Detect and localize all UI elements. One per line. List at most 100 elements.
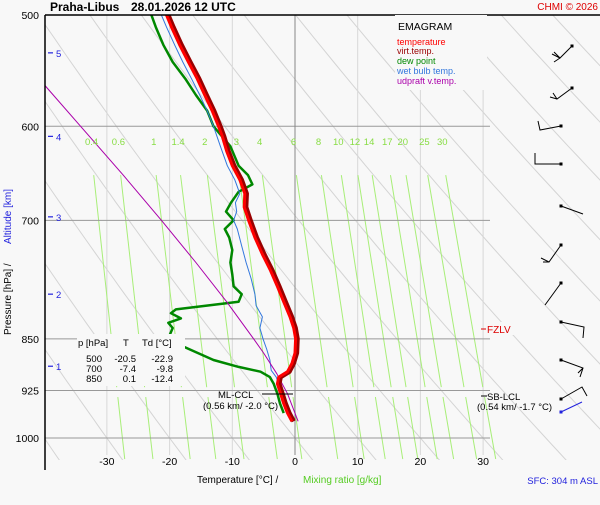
table-header-t: T	[123, 338, 129, 349]
x-axis-title-mixing: Mixing ratio [g/kg]	[303, 475, 382, 486]
mixing-ratio-label: 1	[151, 137, 156, 148]
dry-adiabat	[0, 0, 319, 468]
table-header-td: Td [°C]	[142, 338, 172, 349]
pressure-tick-label: 700	[21, 215, 39, 227]
wind-barb-icon	[552, 46, 572, 62]
wind-barb-icon	[561, 360, 583, 377]
wind-barb-icon	[561, 387, 587, 399]
mixing-ratio-label: 0.4	[85, 137, 98, 148]
pressure-tick-label: 500	[21, 10, 39, 22]
mixing-ratio-line	[375, 397, 385, 459]
surface-height: SFC: 304 m ASL	[527, 476, 598, 487]
mixing-ratio-line	[329, 397, 338, 459]
mixing-ratio-label: 4	[257, 137, 262, 148]
mixing-ratio-line	[446, 175, 483, 387]
temperature-tick-label: 0	[292, 456, 298, 468]
wind-barb-dot	[560, 125, 563, 128]
mixing-ratio-label: 8	[316, 137, 321, 148]
dry-adiabat	[72, 0, 446, 468]
values-table: p [hPa] T Td [°C] 500 -20.5 -22.9 700 -7…	[77, 334, 185, 386]
wind-barb-icon	[545, 283, 561, 305]
ml-ccl-detail: (0.56 km/ -2.0 °C)	[203, 401, 278, 412]
temperature-tick-label: 20	[415, 456, 427, 468]
mixing-ratio-label: 30	[437, 137, 448, 148]
mixing-ratio-label: 14	[364, 137, 375, 148]
mixing-ratio-line	[358, 175, 391, 387]
wind-barb-dot	[571, 45, 574, 48]
table-cell: 0.1	[123, 374, 136, 385]
mixing-ratio-line	[408, 397, 418, 459]
station-title: Praha-Libus	[50, 0, 120, 14]
mixing-ratio-label: 3	[234, 137, 239, 148]
ml-ccl-label: ML-CCL	[218, 390, 253, 401]
y-axis-title: Pressure [hPa] / Altitude [km]	[3, 189, 14, 335]
pressure-tick-label: 850	[21, 334, 39, 346]
copyright: CHMI © 2026	[537, 2, 598, 13]
table-cell: 850	[86, 374, 102, 385]
wind-barb-dot	[560, 398, 563, 401]
legend-item-wet-bulb: wet bulb temp.	[396, 66, 456, 76]
temperature-tick-label: 10	[352, 456, 364, 468]
y-axis-title-pressure: Pressure [hPa] /	[3, 263, 14, 335]
legend-title: EMAGRAM	[398, 21, 452, 33]
altitude-tick-label: 1	[56, 362, 61, 373]
mixing-ratio-line	[427, 397, 437, 459]
fzlv-label: FZLV	[487, 325, 511, 336]
altitude-tick-label: 4	[56, 132, 61, 143]
y-axis-title-altitude: Altitude [km]	[3, 189, 14, 244]
wind-barb-icon	[541, 245, 561, 262]
altitude-tick-label: 2	[56, 290, 61, 301]
mixing-ratio-line	[118, 397, 125, 459]
wind-barb-dot	[560, 282, 563, 285]
wind-barb-dot	[560, 321, 563, 324]
mixing-ratio-label: 25	[419, 137, 430, 148]
wind-barb-icon	[561, 322, 584, 338]
dry-adiabat	[0, 0, 1, 468]
mixing-ratio-line	[443, 397, 454, 459]
sb-lcl-detail: (0.54 km/ -1.7 °C)	[477, 402, 552, 413]
legend-item-virt-temp: virt.temp.	[397, 46, 434, 56]
altitude-tick-label: 3	[56, 213, 61, 224]
mixing-ratio-line	[466, 397, 477, 459]
mixing-ratio-line	[293, 397, 302, 459]
legend-item-dew-point: dew point	[397, 56, 436, 66]
mixing-ratio-line	[428, 175, 464, 387]
mixing-ratio-line	[146, 397, 153, 459]
table-cell: -12.4	[151, 374, 173, 385]
wind-barb-icon	[550, 88, 572, 99]
mixing-ratio-line	[355, 397, 365, 459]
altitude-tick-label: 5	[56, 49, 61, 60]
wind-barb-dot	[560, 163, 563, 166]
pressure-tick-label: 925	[21, 385, 39, 397]
wind-barb-icon	[535, 153, 561, 164]
temperature-tick-label: 30	[477, 456, 489, 468]
mixing-ratio-label: 6	[291, 137, 296, 148]
temperature-tick-label: -30	[99, 456, 114, 468]
wind-barb-dot	[560, 359, 563, 362]
legend-item-updraft: udpraft v.temp.	[397, 76, 456, 86]
wind-barb-dot	[571, 87, 574, 90]
legend: EMAGRAM temperature virt.temp. dew point…	[395, 15, 487, 90]
table-header-p: p [hPa]	[78, 338, 108, 349]
wind-barb-dot	[560, 205, 563, 208]
mixing-ratio-label: 1.4	[171, 137, 184, 148]
wind-barb-icon	[561, 206, 583, 214]
dry-adiabat	[0, 0, 128, 468]
mixing-ratio-line	[296, 175, 327, 387]
mixing-ratio-label: 0.6	[112, 137, 125, 148]
mixing-ratio-label: 20	[398, 137, 409, 148]
temperature-tick-label: -10	[225, 456, 240, 468]
dry-adiabat	[581, 0, 600, 468]
mixing-ratio-label: 10	[333, 137, 344, 148]
mixing-ratio-label: 17	[382, 137, 393, 148]
mixing-ratio-line	[207, 175, 234, 387]
wind-barb-dot	[560, 411, 563, 414]
mixing-ratio-line	[183, 397, 191, 459]
pressure-tick-label: 1000	[16, 433, 40, 445]
mixing-ratio-label: 2	[202, 137, 207, 148]
wind-barb-dot	[560, 244, 563, 247]
temperature-tick-label: -20	[162, 456, 177, 468]
pressure-tick-label: 600	[21, 121, 39, 133]
annotations: FZLV SB-LCL (0.54 km/ -1.7 °C) ML-CCL (0…	[203, 322, 552, 413]
